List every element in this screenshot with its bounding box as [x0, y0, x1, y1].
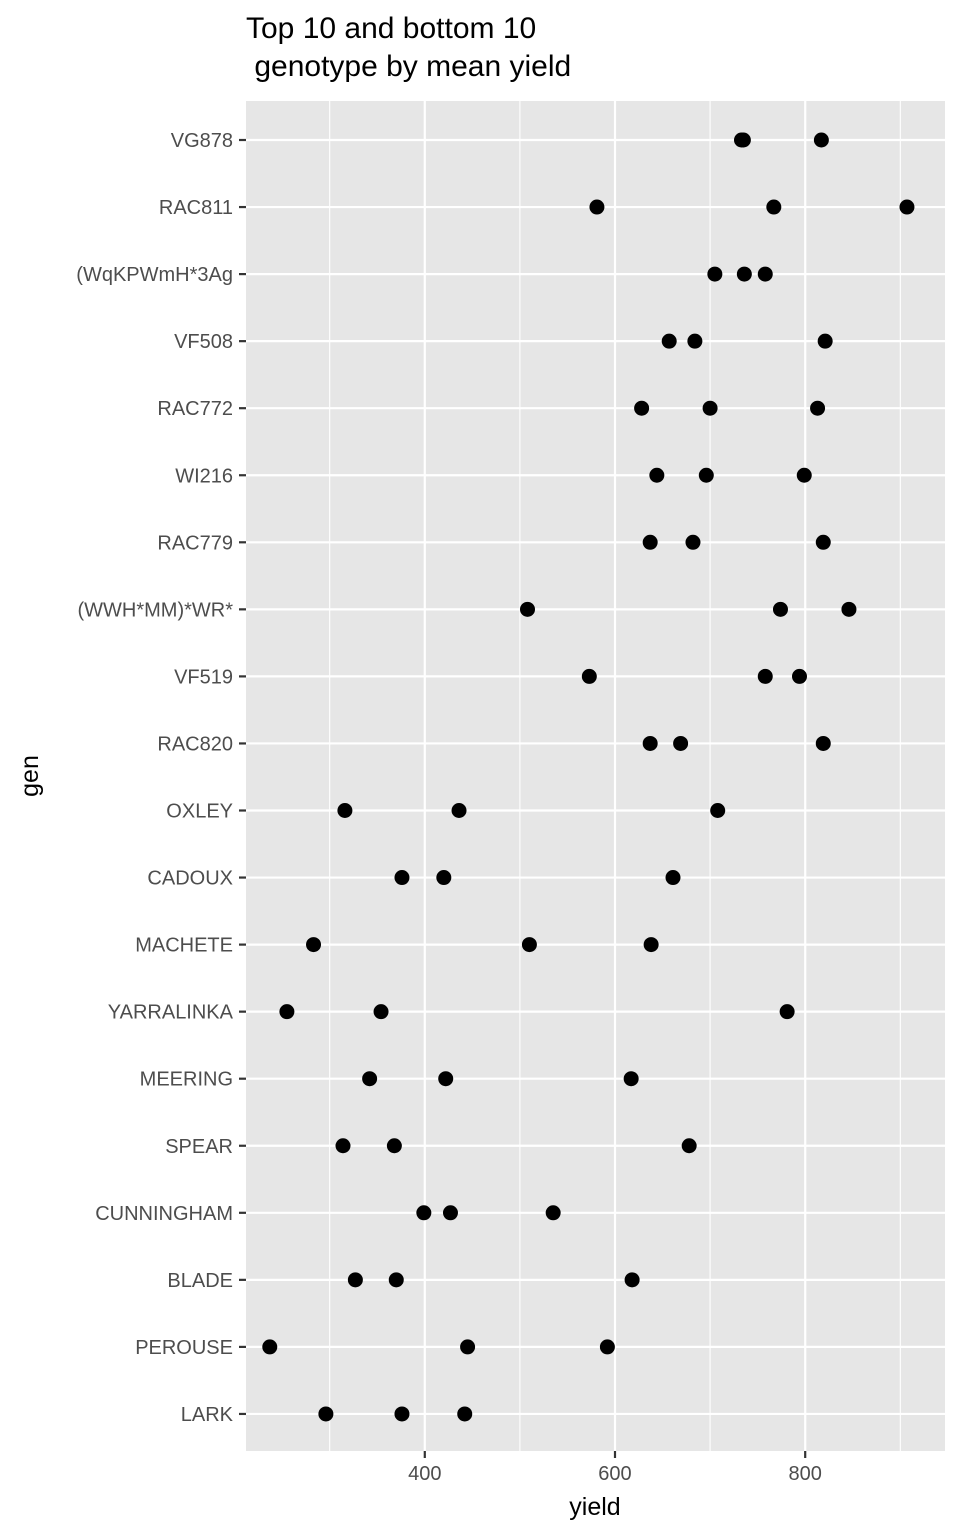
data-point: [337, 803, 353, 818]
data-point: [545, 1205, 561, 1221]
data-point: [817, 333, 833, 349]
x-axis: 400 600 800: [408, 1451, 822, 1485]
y-tick-label: BLADE: [167, 1270, 233, 1292]
data-point: [373, 1004, 389, 1020]
data-point: [521, 937, 537, 953]
data-point: [451, 803, 467, 818]
chart-title-line-1: Top 10 and bottom 10: [246, 12, 536, 45]
data-point: [457, 1406, 473, 1422]
data-point: [436, 870, 452, 886]
data-point: [736, 266, 752, 282]
y-tick-label: RAC811: [159, 197, 233, 219]
data-point: [757, 266, 773, 282]
data-point: [599, 1339, 615, 1355]
y-tick-label: RAC820: [157, 733, 233, 755]
data-point: [623, 1071, 639, 1087]
y-tick-label: PEROUSE: [135, 1337, 233, 1359]
data-point: [710, 803, 726, 818]
data-point: [779, 1004, 795, 1020]
data-point: [685, 534, 701, 550]
data-point: [796, 467, 812, 483]
data-point: [279, 1004, 295, 1020]
data-point: [643, 937, 659, 953]
data-point: [520, 601, 536, 617]
data-point: [681, 1138, 697, 1154]
y-tick-label: WI216: [175, 465, 233, 487]
data-point: [649, 467, 665, 483]
y-tick-label: MACHETE: [135, 935, 233, 957]
data-point: [642, 534, 658, 550]
data-point: [347, 1272, 363, 1288]
data-point: [394, 1406, 410, 1422]
y-tick-label: SPEAR: [165, 1136, 233, 1158]
data-point: [810, 400, 826, 416]
data-point: [813, 132, 829, 148]
data-point: [442, 1205, 458, 1221]
data-point: [624, 1272, 640, 1288]
x-tick-label: 400: [408, 1463, 441, 1485]
data-point: [335, 1138, 351, 1154]
data-point: [262, 1339, 278, 1355]
data-point: [306, 937, 322, 953]
data-point: [318, 1406, 334, 1422]
x-tick-label: 600: [598, 1463, 631, 1485]
data-point: [791, 668, 807, 684]
y-tick-label: VF508: [174, 331, 233, 353]
data-point: [899, 199, 915, 215]
data-point: [589, 199, 605, 215]
y-axis: VG878 RAC811 (WqKPWmH*3Ag VF508 RAC772 WI216 R…: [76, 130, 246, 1426]
data-point: [394, 870, 410, 886]
y-tick-label: YARRALINKA: [108, 1002, 234, 1024]
data-point: [386, 1138, 402, 1154]
minor-gridlines: [329, 101, 901, 1451]
data-point: [757, 668, 773, 684]
x-tick-label: 800: [789, 1463, 822, 1485]
y-tick-label: VG878: [171, 130, 233, 152]
data-points: [262, 132, 915, 1422]
data-point: [772, 601, 788, 617]
y-tick-label: (WWH*MM)*WR*: [77, 599, 233, 621]
data-point: [815, 735, 831, 751]
data-point: [460, 1339, 476, 1355]
data-point: [665, 870, 681, 886]
y-tick-label: LARK: [181, 1404, 234, 1426]
data-point: [841, 601, 857, 617]
y-tick-label: OXLEY: [166, 801, 233, 823]
data-point: [438, 1071, 454, 1087]
y-axis-title: gen: [16, 755, 44, 797]
x-axis-title: yield: [569, 1493, 620, 1521]
data-point: [698, 467, 714, 483]
data-point: [735, 132, 751, 148]
y-tick-label: MEERING: [140, 1069, 233, 1091]
data-point: [581, 668, 597, 684]
chart-title-line-2: genotype by mean yield: [246, 50, 571, 83]
data-point: [687, 333, 703, 349]
data-point: [388, 1272, 404, 1288]
data-point: [673, 735, 689, 751]
data-point: [416, 1205, 432, 1221]
data-point: [815, 534, 831, 550]
data-point: [362, 1071, 378, 1087]
data-point: [634, 400, 650, 416]
y-tick-label: CADOUX: [147, 868, 233, 890]
y-tick-label: CUNNINGHAM: [95, 1203, 233, 1225]
plot-panel: [246, 101, 945, 1451]
data-point: [642, 735, 658, 751]
data-point: [766, 199, 782, 215]
data-point: [702, 400, 718, 416]
y-tick-label: RAC772: [157, 398, 233, 420]
data-point: [661, 333, 677, 349]
data-point: [707, 266, 723, 282]
y-tick-label: (WqKPWmH*3Ag: [76, 264, 233, 286]
y-tick-label: VF519: [174, 666, 233, 688]
y-tick-label: RAC779: [157, 532, 233, 554]
